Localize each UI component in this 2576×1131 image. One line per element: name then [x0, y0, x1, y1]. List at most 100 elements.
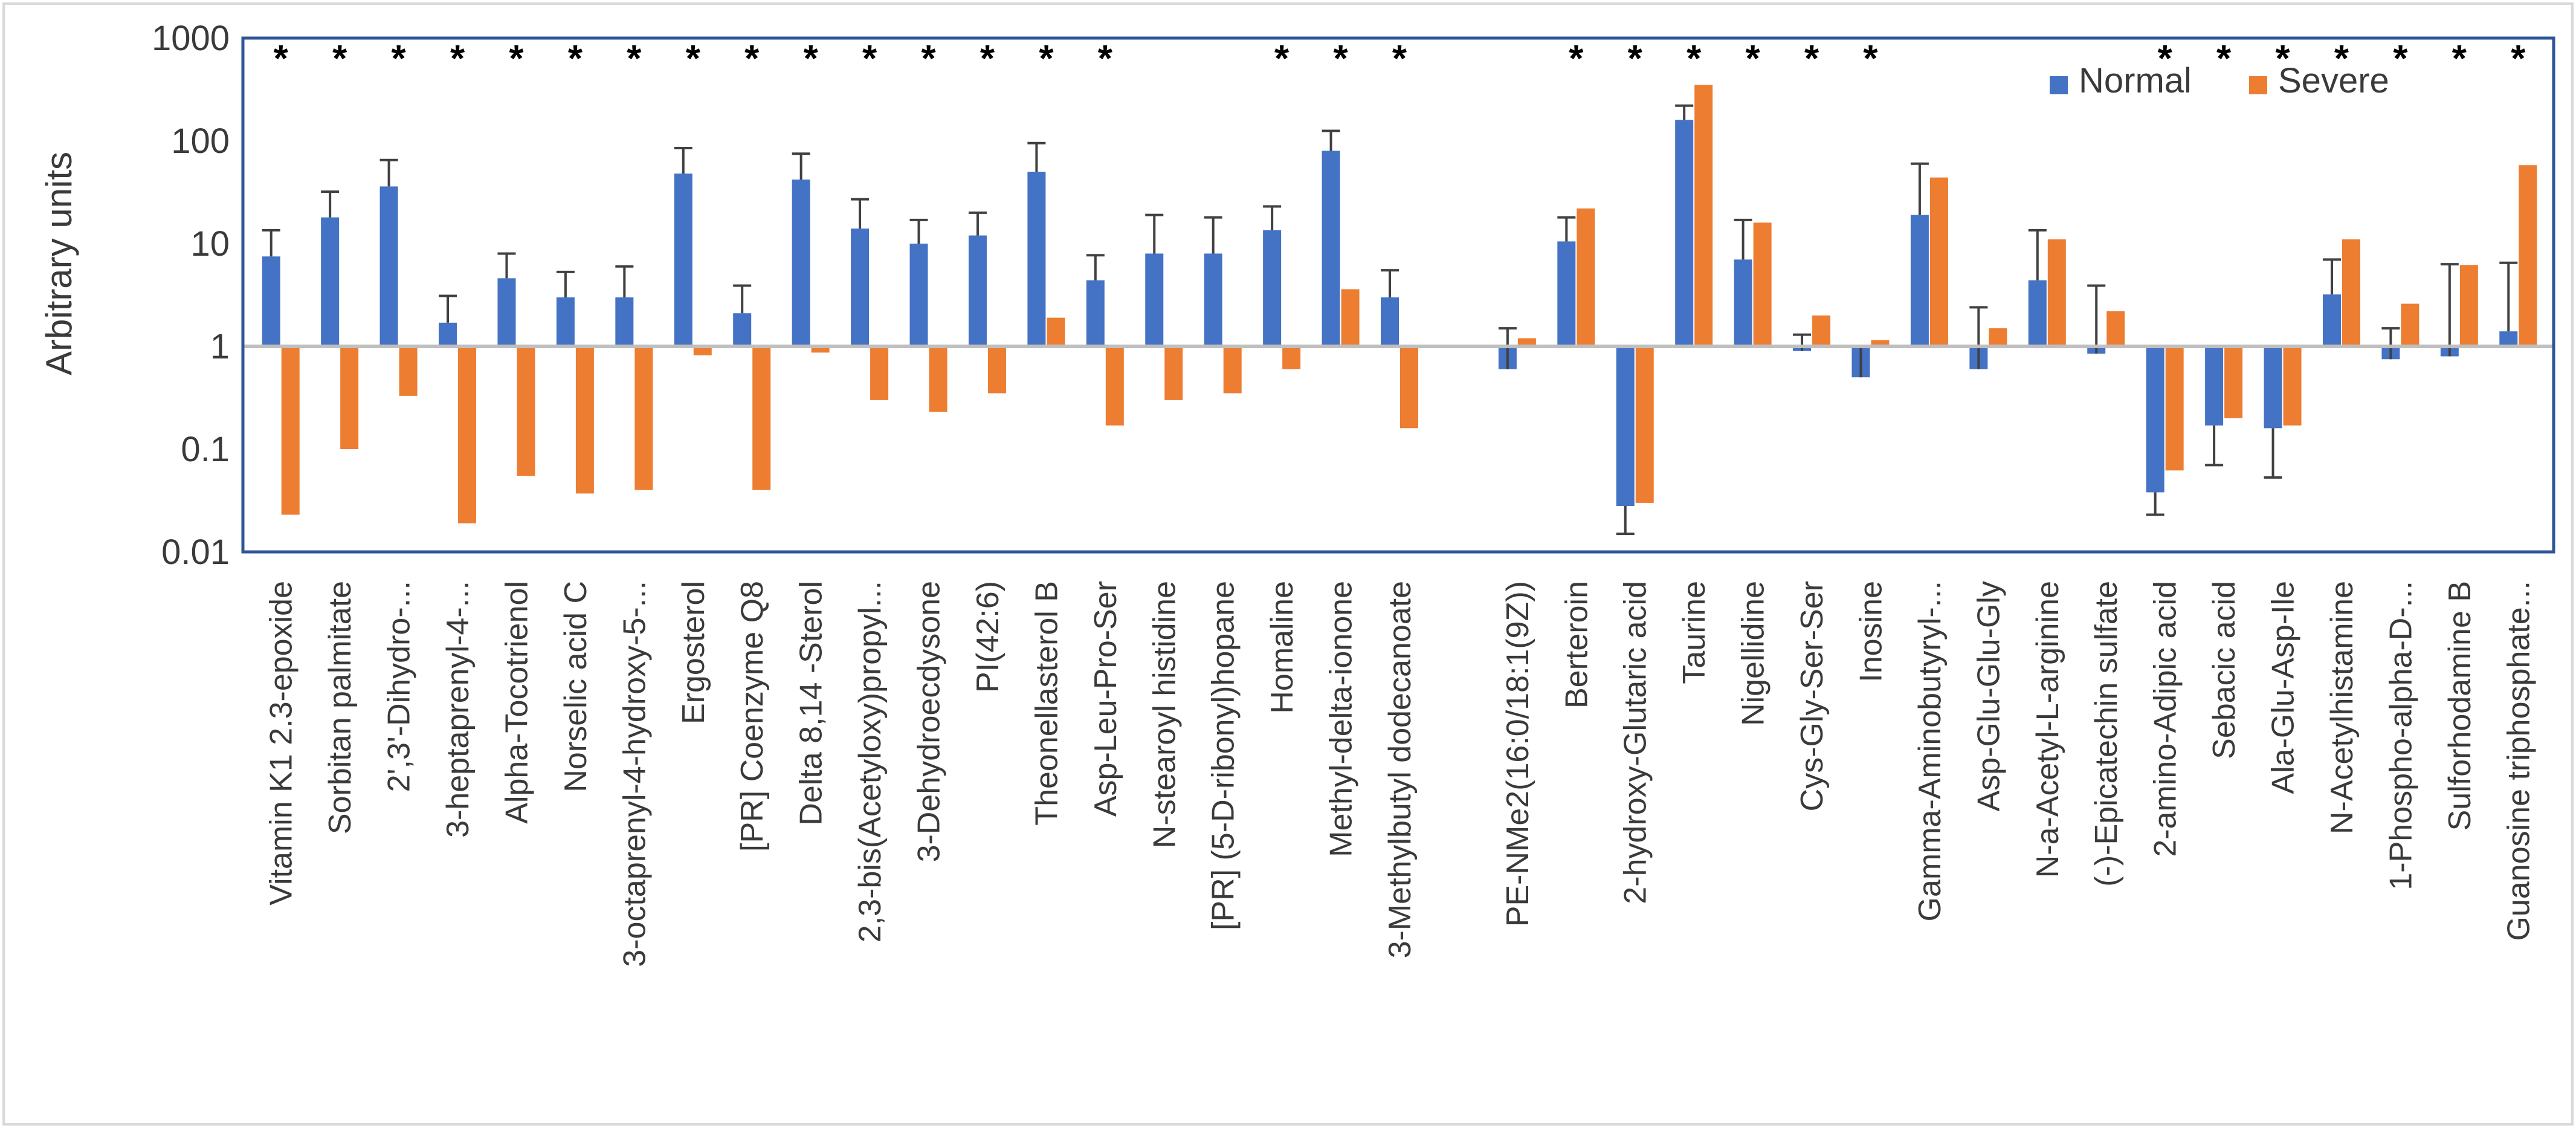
x-tick-label: PI(42:6)	[970, 581, 1006, 693]
bar-normal	[2322, 294, 2341, 346]
x-tick-label: Theonellasterol B	[1029, 581, 1064, 826]
bar-normal	[1616, 346, 1635, 506]
x-tick-label: (-)-Epicatechin sulfate	[2089, 581, 2124, 887]
significance-star: *	[1039, 38, 1054, 80]
significance-star: *	[686, 38, 701, 80]
bar-normal	[1381, 297, 1399, 346]
bar-severe	[2401, 303, 2419, 346]
significance-star: *	[804, 38, 819, 80]
bar-normal	[2028, 280, 2047, 346]
significance-star: *	[1333, 38, 1348, 80]
bar-normal	[2205, 346, 2224, 426]
x-tick-label: 1-Phospho-alpha-D-...	[2383, 581, 2418, 890]
bar-severe	[1871, 340, 1890, 346]
significance-star: *	[568, 38, 583, 80]
significance-star: *	[1804, 38, 1819, 80]
bar-normal	[556, 297, 575, 346]
bar-normal	[262, 256, 280, 346]
bar-severe	[2459, 265, 2478, 346]
bar-severe	[340, 346, 359, 449]
bar-severe	[987, 346, 1006, 394]
bar-normal	[909, 244, 928, 346]
y-tick-label: 0.1	[181, 430, 230, 469]
significance-star: *	[392, 38, 407, 80]
significance-star: *	[1274, 38, 1290, 80]
x-tick-label: Alpha-Tocotrienol	[499, 581, 534, 824]
significance-star: *	[1569, 38, 1584, 80]
bar-severe	[1812, 315, 1831, 346]
significance-star: *	[2216, 38, 2232, 80]
legend-label-normal: Normal	[2079, 61, 2192, 100]
x-tick-label: 3-heptaprenyl-4-...	[441, 581, 476, 838]
legend-label-severe: Severe	[2278, 61, 2389, 100]
x-tick-label: 3-Dehydroecdysone	[912, 581, 947, 862]
x-tick-label: Norselic acid C	[558, 581, 593, 792]
bar-severe	[1989, 328, 2007, 346]
x-tick-label: 2,3-bis(Acetyloxy)propyl...	[853, 581, 888, 942]
x-tick-label: Ergosterol	[676, 581, 711, 724]
bar-normal	[674, 173, 692, 346]
significance-star: *	[332, 38, 347, 80]
plot-frame	[241, 36, 2555, 554]
bar-normal	[321, 217, 340, 346]
bar-severe	[2283, 346, 2302, 426]
bar-severe	[929, 346, 947, 412]
bar-normal	[851, 228, 870, 346]
x-tick-label: Asp-Glu-Glu-Gly	[1971, 581, 2006, 811]
x-tick-label: Homaline	[1265, 581, 1300, 714]
bar-normal	[1734, 259, 1752, 346]
bar-normal	[1910, 215, 1929, 346]
bar-normal	[1675, 120, 1694, 346]
bar-normal	[2146, 346, 2164, 493]
bar-normal	[1027, 172, 1046, 346]
bar-severe	[1164, 346, 1183, 400]
x-tick-label: Sorbitan palmitate	[323, 581, 358, 834]
significance-star: *	[627, 38, 642, 80]
significance-star: *	[509, 38, 524, 80]
x-tick-label: [PR] (5-D-ribonyl)hopane	[1206, 581, 1241, 930]
significance-star: *	[1628, 38, 1643, 80]
x-tick-label: Vitamin K1 2.3-epoxide	[264, 581, 299, 906]
x-tick-label: Nigellidine	[1736, 581, 1771, 726]
bar-normal	[1145, 253, 1164, 346]
significance-star: *	[1392, 38, 1407, 80]
bar-severe	[1341, 289, 1360, 346]
x-tick-label: N-stearoyl histidine	[1147, 581, 1182, 848]
y-tick-label: 1000	[152, 19, 230, 58]
bar-normal	[2264, 346, 2282, 429]
bar-normal	[792, 180, 810, 346]
x-tick-label: Methyl-delta-ionone	[1324, 581, 1359, 857]
x-tick-label: [PR] Coenzyme Q8	[735, 581, 770, 852]
x-tick-label: PE-NMe2(16:0/18:1(9Z))	[1500, 581, 1535, 927]
y-axis-label: Arbitrary units	[39, 152, 79, 375]
x-tick-label: Ala-Glu-Asp-Ile	[2266, 581, 2301, 794]
bar-severe	[811, 346, 830, 353]
bar-normal	[1557, 241, 1576, 346]
y-tick-label: 100	[171, 122, 230, 161]
significance-star: *	[2511, 38, 2526, 80]
x-tick-label: 2',3'-Dihydro-...	[382, 581, 417, 792]
legend-swatch-normal	[2050, 76, 2068, 94]
x-tick-label: Berteroin	[1559, 581, 1594, 708]
significance-star: *	[274, 38, 289, 80]
x-tick-label: Cys-Gly-Ser-Ser	[1795, 581, 1830, 811]
x-tick-label: Guanosine triphosphate...	[2501, 581, 2536, 941]
bar-severe	[634, 346, 653, 490]
significance-star: *	[744, 38, 760, 80]
x-tick-label: Taurine	[1677, 581, 1712, 684]
significance-star: *	[980, 38, 995, 80]
bar-normal	[615, 297, 634, 346]
bar-severe	[575, 346, 594, 494]
bar-severe	[1929, 177, 1948, 346]
x-tick-label: Sulforhodamine B	[2442, 581, 2478, 831]
bar-normal	[1263, 230, 1282, 346]
bar-severe	[1400, 346, 1418, 429]
bar-severe	[399, 346, 418, 396]
bar-normal	[968, 235, 987, 346]
y-tick-label: 1	[210, 327, 230, 366]
bar-severe	[2519, 165, 2537, 346]
significance-star: *	[1863, 38, 1878, 80]
